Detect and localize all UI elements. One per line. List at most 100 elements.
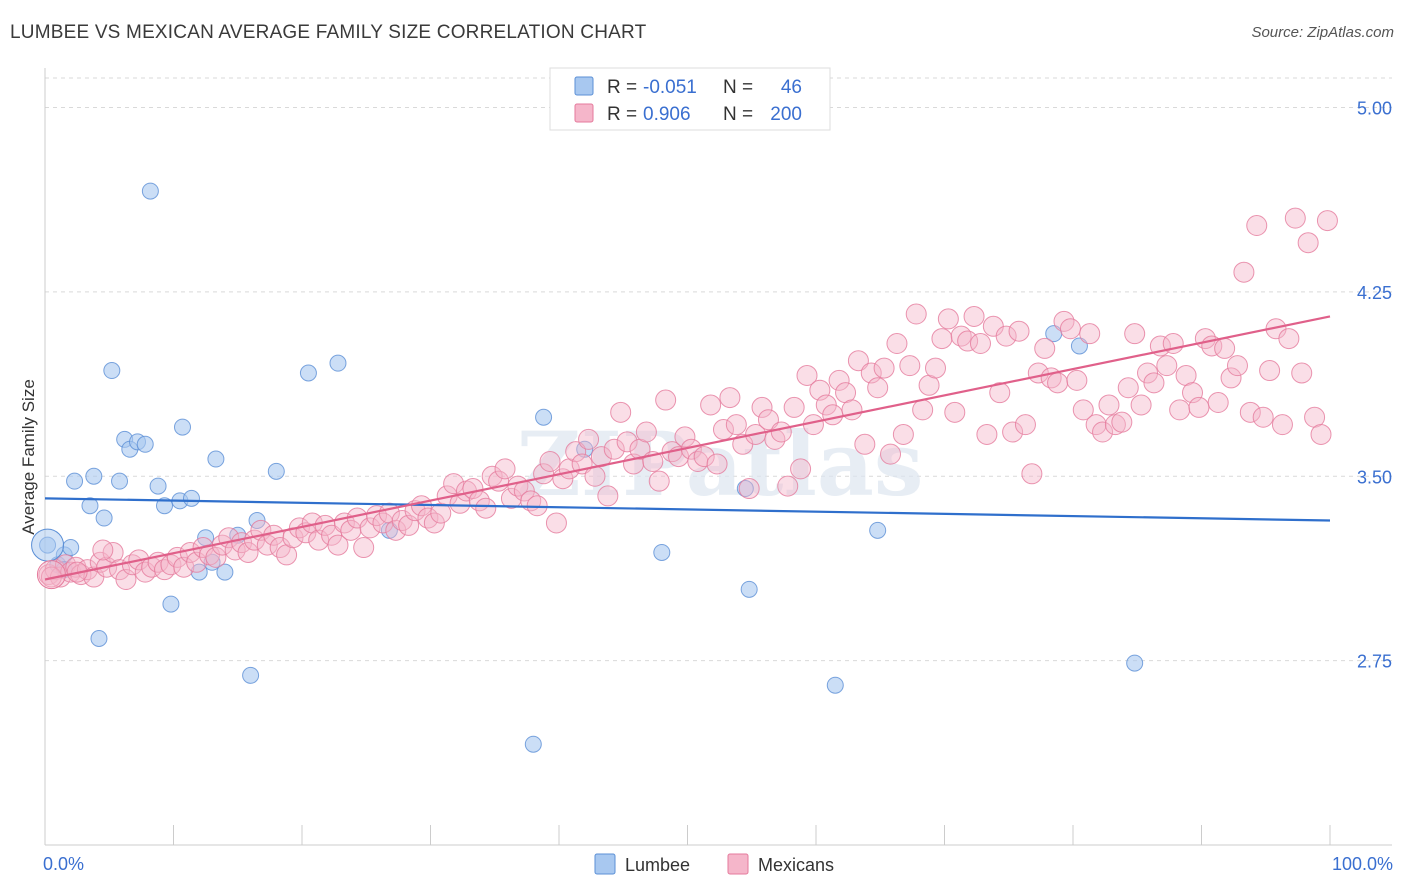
mexicans-point (1124, 323, 1146, 345)
mexicans-point (1169, 399, 1191, 421)
lumbee-trend-line (44, 497, 1331, 522)
lumbee-point (31, 528, 65, 562)
legend-r-value: 0.906 (643, 104, 691, 125)
legend-n-label: N = (723, 104, 753, 125)
mexicans-point (1310, 423, 1332, 445)
lumbee-point (111, 472, 129, 490)
lumbee-point (141, 182, 159, 200)
lumbee-point (736, 480, 754, 498)
mexicans-point (1284, 207, 1306, 229)
legend-r-label: R = (607, 104, 637, 125)
mexicans-point (1188, 396, 1210, 418)
mexicans-point (597, 485, 619, 507)
mexicans-point (841, 399, 863, 421)
mexicans-point (738, 478, 760, 500)
legend-top-box (549, 67, 831, 131)
mexicans-point (610, 401, 632, 423)
mexicans-point (1130, 394, 1152, 416)
mexicans-point (1117, 377, 1139, 399)
mexicans-point (770, 421, 792, 443)
mexicans-point (783, 396, 805, 418)
legend-n-label: N = (723, 77, 753, 98)
mexicans-point (886, 333, 908, 354)
lumbee-point (103, 362, 121, 380)
mexicans-point (790, 458, 812, 480)
mexicans-point (359, 517, 381, 539)
mexicans-point (1111, 411, 1133, 433)
lumbee-point (66, 472, 84, 490)
legend-bottom-swatch (727, 853, 749, 875)
mexicans-point (1079, 323, 1101, 345)
mexicans-point (777, 475, 799, 497)
lumbee-point (90, 630, 108, 647)
legend-swatch (574, 103, 594, 123)
lumbee-point (267, 462, 285, 480)
x-tick-label-min: 0.0% (43, 854, 84, 874)
mexicans-point (1072, 399, 1094, 421)
lumbee-point (136, 435, 154, 453)
lumbee-point (740, 580, 758, 598)
legend-bottom-label: Mexicans (758, 855, 834, 875)
lumbee-point (1126, 654, 1144, 672)
mexicans-point (1047, 372, 1069, 394)
mexicans-trend-line (44, 315, 1331, 581)
mexicans-point (1226, 355, 1248, 377)
mexicans-point (976, 423, 998, 445)
mexicans-point (1239, 401, 1261, 423)
mexicans-point (796, 364, 818, 386)
mexicans-point (944, 401, 966, 423)
mexicans-point (616, 431, 638, 453)
mexicans-point (867, 377, 889, 399)
mexicans-point (995, 325, 1017, 347)
lumbee-point (85, 467, 103, 485)
mexicans-point (937, 308, 959, 330)
mexicans-point (1092, 421, 1114, 443)
watermark-text: ZIPatlas (517, 412, 924, 516)
mexicans-point (989, 382, 1011, 404)
mexicans-point (565, 441, 587, 463)
mexicans-point (1291, 362, 1313, 384)
legend-r-label: R = (607, 77, 637, 98)
lumbee-point (156, 497, 174, 515)
lumbee-point (182, 489, 200, 507)
mexicans-point (92, 539, 114, 561)
mexicans-point (36, 560, 66, 590)
mexicans-point (957, 330, 979, 352)
legend-bottom: Lumbee Mexicans (594, 853, 834, 875)
mexicans-point (237, 541, 259, 563)
mexicans-point (1259, 360, 1281, 382)
lumbee-point (524, 735, 542, 753)
legend-n-value: 46 (781, 77, 802, 98)
mexicans-point (725, 414, 747, 436)
mexicans-point (1207, 392, 1229, 413)
axes: 2.75 3.50 4.25 5.00 0.0% 100.0% Average Family… (19, 68, 1393, 874)
lumbee-point (203, 553, 221, 571)
mexicans-point (969, 333, 991, 354)
lumbee-point (535, 408, 553, 426)
mexicans-point (1271, 414, 1293, 436)
mexicans-point (1156, 355, 1178, 377)
y-tick-label: 5.00 (1357, 99, 1392, 119)
mexicans-point (905, 303, 927, 325)
y-tick-label: 4.25 (1357, 283, 1392, 303)
mexicans-point (693, 446, 715, 468)
watermark: ZIPatlas (517, 412, 924, 516)
lumbee-point (329, 354, 347, 372)
mexicans-point (1233, 261, 1255, 283)
lumbee-point (869, 521, 887, 539)
mexicans-point (1034, 337, 1056, 359)
mexicans-point (1297, 232, 1319, 254)
lumbee-point (95, 509, 113, 527)
mexicans-point (545, 512, 567, 534)
mexicans-point (1021, 463, 1043, 485)
source-label: Source: ZipAtlas.com (1251, 24, 1394, 41)
chart-title: LUMBEE VS MEXICAN AVERAGE FAMILY SIZE CO… (10, 22, 647, 43)
mexicans-point (931, 328, 953, 350)
mexicans-point (539, 451, 561, 472)
lumbee-point (173, 418, 191, 436)
y-tick-label: 2.75 (1357, 652, 1392, 672)
mexicans-point (205, 546, 227, 568)
trend-lines (44, 315, 1331, 581)
mexicans-point (873, 357, 895, 379)
lumbee-point (242, 666, 260, 684)
